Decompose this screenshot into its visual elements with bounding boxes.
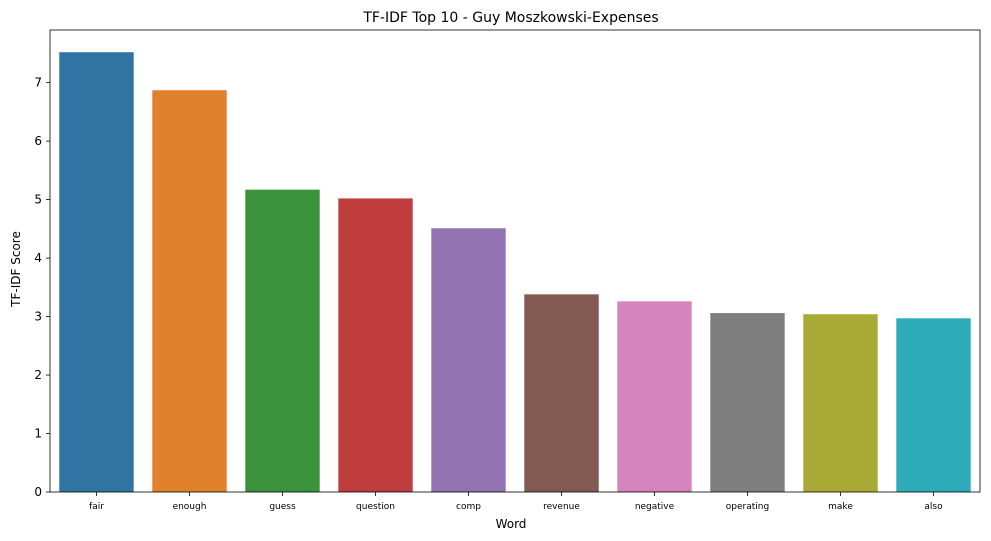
x-axis-label: Word bbox=[496, 517, 527, 531]
x-axis: fair enough guess question comp revenue negati… bbox=[89, 492, 943, 512]
bar-make bbox=[803, 314, 878, 492]
y-tick-label: 3 bbox=[34, 310, 42, 324]
x-tick-label: enough bbox=[173, 502, 207, 512]
x-tick-label: make bbox=[828, 502, 853, 512]
bar-operating bbox=[710, 313, 785, 492]
x-tick-label: guess bbox=[269, 502, 296, 512]
y-tick-label: 6 bbox=[34, 134, 42, 148]
bar-comp bbox=[431, 228, 506, 493]
y-tick-label: 2 bbox=[34, 368, 42, 382]
bar-revenue bbox=[524, 294, 599, 492]
plot-area bbox=[49, 29, 981, 493]
x-tick-label: revenue bbox=[543, 502, 580, 512]
x-tick-label: operating bbox=[726, 502, 769, 512]
x-tick-label: question bbox=[356, 502, 395, 512]
y-axis: 0 1 2 3 4 5 6 7 bbox=[34, 76, 50, 499]
plot-frame bbox=[49, 29, 981, 493]
bar-fair bbox=[59, 52, 134, 493]
x-tick-label: negative bbox=[635, 502, 675, 512]
y-axis-label: TF-IDF Score bbox=[9, 231, 23, 308]
bar-enough bbox=[152, 90, 227, 492]
bar-question bbox=[338, 198, 413, 492]
bar-also bbox=[896, 318, 971, 492]
bar-guess bbox=[245, 189, 320, 492]
y-tick-label: 0 bbox=[34, 485, 42, 499]
y-tick-label: 7 bbox=[34, 76, 42, 90]
x-tick-label: comp bbox=[456, 502, 481, 512]
y-tick-label: 1 bbox=[34, 427, 42, 441]
y-tick-label: 4 bbox=[34, 251, 42, 265]
bar-negative bbox=[617, 301, 692, 492]
x-tick-label: also bbox=[924, 502, 943, 512]
x-tick-label: fair bbox=[89, 502, 104, 512]
y-tick-label: 5 bbox=[34, 193, 42, 207]
chart-title: TF-IDF Top 10 - Guy Moszkowski-Expenses bbox=[362, 10, 658, 26]
